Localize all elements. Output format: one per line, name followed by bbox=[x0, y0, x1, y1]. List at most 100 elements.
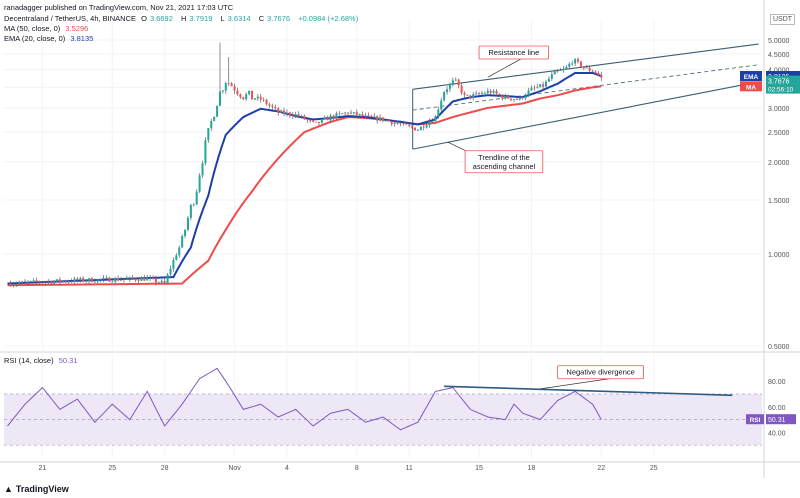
candle-body-up bbox=[18, 282, 21, 284]
candle-body-down bbox=[236, 90, 239, 95]
candle-body-up bbox=[536, 87, 539, 88]
candle-body-up bbox=[512, 99, 516, 100]
candle-body-up bbox=[486, 90, 489, 94]
ema-legend: EMA (20, close, 0) 3.8135 bbox=[4, 34, 96, 43]
candle-body-up bbox=[160, 280, 163, 283]
rsi-pane bbox=[4, 393, 762, 446]
channel-lower-trendline bbox=[412, 81, 759, 150]
rsi-tag-text: RSI bbox=[750, 417, 761, 424]
candle-body-down bbox=[422, 126, 425, 128]
candle-body-down bbox=[361, 114, 364, 117]
candle-body-up bbox=[105, 277, 108, 279]
candle-body-up bbox=[527, 90, 530, 96]
annotations: Resistance line Trendline of theascending… bbox=[447, 45, 644, 390]
candle-body-down bbox=[399, 123, 402, 125]
trendline-label-text: Trendline of the bbox=[478, 153, 530, 162]
price-tick-label: 2.0000 bbox=[768, 160, 790, 167]
candle-body-down bbox=[259, 96, 262, 100]
candle-body-up bbox=[67, 281, 70, 283]
candle-body-up bbox=[128, 277, 131, 279]
countdown-text: 02:56:10 bbox=[768, 87, 794, 94]
ma-legend-label: MA (50, close, 0) bbox=[4, 24, 61, 33]
candle-body-down bbox=[137, 280, 140, 282]
candle-body-up bbox=[518, 97, 521, 100]
candle-body-down bbox=[370, 115, 373, 117]
candle-body-down bbox=[99, 279, 102, 280]
symbol-name: Decentraland / TetherUS, 4h, BINANCE bbox=[4, 14, 137, 23]
candle-body-down bbox=[577, 59, 580, 62]
price-tick-label: 3.0000 bbox=[768, 106, 790, 113]
ma-50-line bbox=[7, 85, 602, 287]
rsi-legend-value: 50.31 bbox=[58, 356, 78, 365]
candle-body-down bbox=[288, 112, 291, 116]
candle-body-up bbox=[44, 282, 47, 283]
candle-body-down bbox=[58, 279, 61, 282]
rsi-line bbox=[7, 367, 733, 431]
candle-body-down bbox=[498, 93, 501, 96]
candle-body-up bbox=[96, 279, 99, 282]
symbol-legend: Decentraland / TetherUS, 4h, BINANCE O 3.… bbox=[4, 14, 361, 23]
candle-body-up bbox=[562, 69, 565, 71]
candle-body-up bbox=[379, 117, 382, 121]
candle-body-up bbox=[146, 277, 149, 281]
candle-body-down bbox=[469, 95, 472, 98]
candle-body-down bbox=[262, 99, 265, 101]
candle-body-up bbox=[195, 191, 198, 205]
axes: 0.50001.00001.50002.00002.50003.00003.50… bbox=[39, 38, 800, 472]
trendline-label-text: ascending channel bbox=[473, 162, 536, 171]
time-tick-label: 25 bbox=[650, 465, 658, 472]
candle-body-down bbox=[108, 277, 111, 282]
candle-body-up bbox=[565, 66, 568, 70]
candle-body-up bbox=[454, 79, 457, 81]
candle-body-down bbox=[515, 99, 518, 100]
price-tick-label: 1.5000 bbox=[768, 198, 790, 205]
time-tick-label: 11 bbox=[406, 465, 413, 472]
candle-body-up bbox=[335, 113, 338, 119]
last-price-text: 3.7676 bbox=[768, 79, 790, 86]
candle-body-down bbox=[82, 278, 85, 282]
candle-body-up bbox=[245, 94, 248, 100]
candle-body-down bbox=[466, 94, 469, 96]
candle-body-down bbox=[50, 281, 53, 284]
candle-body-up bbox=[280, 110, 283, 113]
ema-legend-value: 3.8135 bbox=[70, 34, 94, 43]
candle-body-down bbox=[355, 112, 358, 116]
candle-body-down bbox=[306, 119, 309, 121]
candle-body-up bbox=[393, 122, 396, 125]
candle-body-up bbox=[119, 279, 123, 281]
candle-body-up bbox=[122, 279, 125, 281]
candle-body-up bbox=[256, 96, 259, 99]
candle-body-up bbox=[294, 114, 297, 117]
candle-body-up bbox=[248, 90, 251, 95]
channel-upper-resistance-line bbox=[412, 43, 759, 90]
candle-body-down bbox=[242, 97, 245, 100]
resistance-line-label-text: Resistance line bbox=[488, 48, 539, 57]
candle-body-down bbox=[478, 93, 481, 95]
candle-body-down bbox=[579, 61, 582, 68]
candle-body-up bbox=[198, 175, 201, 192]
candle-body-up bbox=[26, 281, 29, 283]
candle-body-up bbox=[446, 89, 449, 93]
candle-body-down bbox=[457, 79, 460, 86]
candle-body-up bbox=[364, 115, 367, 117]
candle-body-down bbox=[64, 280, 67, 282]
candle-body-up bbox=[329, 115, 332, 121]
channel-midline bbox=[412, 64, 759, 111]
candle-body-up bbox=[218, 91, 222, 106]
candle-body-down bbox=[495, 90, 498, 94]
candle-body-down bbox=[390, 121, 393, 125]
candle-body-down bbox=[326, 117, 329, 121]
candle-body-up bbox=[559, 70, 562, 71]
candle-body-down bbox=[239, 94, 242, 98]
candle-body-up bbox=[125, 278, 128, 280]
candle-body-up bbox=[73, 278, 76, 282]
price-tick-label: 5.0000 bbox=[768, 38, 790, 45]
resistance-line-label-box bbox=[478, 45, 549, 60]
candle-body-up bbox=[574, 59, 577, 64]
candle-body-up bbox=[437, 109, 440, 117]
candle-body-down bbox=[510, 98, 513, 100]
ma-legend-value: 3.5296 bbox=[65, 24, 89, 33]
candle-body-down bbox=[23, 281, 26, 283]
candle-body-up bbox=[585, 67, 588, 69]
candle-body-down bbox=[163, 280, 166, 283]
